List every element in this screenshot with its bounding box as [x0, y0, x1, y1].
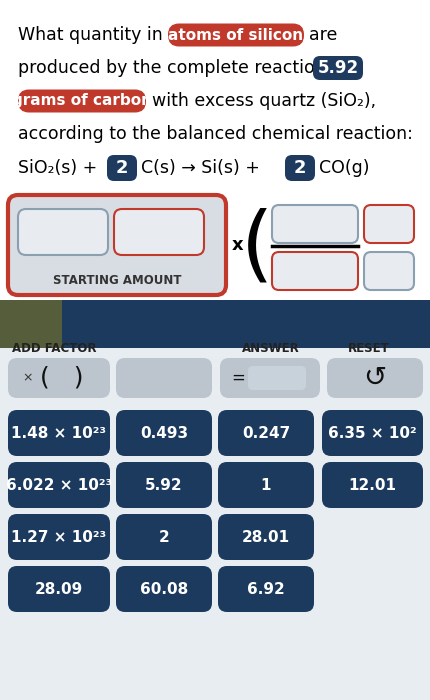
Text: 6.35 × 10²: 6.35 × 10² [327, 426, 416, 440]
FancyBboxPatch shape [321, 410, 422, 456]
Text: ↺: ↺ [362, 364, 386, 392]
FancyBboxPatch shape [284, 155, 314, 181]
Text: with excess quartz (SiO₂),: with excess quartz (SiO₂), [152, 92, 375, 110]
FancyBboxPatch shape [8, 195, 225, 295]
Text: 1.48 × 10²³: 1.48 × 10²³ [12, 426, 106, 440]
FancyBboxPatch shape [18, 209, 108, 255]
FancyBboxPatch shape [116, 358, 212, 398]
FancyBboxPatch shape [321, 462, 422, 508]
Text: produced by the complete reaction of: produced by the complete reaction of [18, 59, 347, 77]
FancyBboxPatch shape [271, 205, 357, 243]
FancyBboxPatch shape [218, 514, 313, 560]
Text: grams of carbon: grams of carbon [12, 94, 152, 108]
FancyBboxPatch shape [116, 410, 212, 456]
FancyBboxPatch shape [363, 252, 413, 290]
Text: 1: 1 [260, 477, 270, 493]
Text: ANSWER: ANSWER [241, 342, 299, 354]
FancyBboxPatch shape [116, 462, 212, 508]
Text: 2: 2 [293, 159, 306, 177]
FancyBboxPatch shape [326, 358, 422, 398]
Text: atoms of silicon: atoms of silicon [168, 27, 303, 43]
FancyBboxPatch shape [218, 410, 313, 456]
Text: 2: 2 [116, 159, 128, 177]
FancyBboxPatch shape [116, 566, 212, 612]
Text: CO(g): CO(g) [318, 159, 369, 177]
Text: (   ): ( ) [40, 366, 83, 390]
Text: STARTING AMOUNT: STARTING AMOUNT [52, 274, 181, 288]
Text: 2: 2 [158, 529, 169, 545]
Text: =: = [230, 369, 244, 387]
Text: 28.01: 28.01 [241, 529, 289, 545]
FancyBboxPatch shape [8, 566, 110, 612]
FancyBboxPatch shape [363, 205, 413, 243]
Text: x: x [232, 236, 243, 254]
FancyBboxPatch shape [219, 358, 319, 398]
Text: according to the balanced chemical reaction:: according to the balanced chemical react… [18, 125, 412, 143]
FancyBboxPatch shape [114, 209, 203, 255]
FancyBboxPatch shape [107, 155, 137, 181]
FancyBboxPatch shape [8, 358, 110, 398]
FancyBboxPatch shape [247, 366, 305, 390]
Text: RESET: RESET [347, 342, 389, 354]
Text: 6.022 × 10²³: 6.022 × 10²³ [6, 477, 112, 493]
Text: 12.01: 12.01 [348, 477, 396, 493]
Text: SiO₂(s) +: SiO₂(s) + [18, 159, 97, 177]
Text: (: ( [240, 207, 273, 288]
Text: 60.08: 60.08 [140, 582, 187, 596]
FancyBboxPatch shape [116, 514, 212, 560]
Text: 5.92: 5.92 [317, 59, 358, 77]
Bar [0, 300, 62, 348]
Text: C(s) → Si(s) +: C(s) → Si(s) + [141, 159, 259, 177]
Text: 0.247: 0.247 [241, 426, 289, 440]
FancyBboxPatch shape [312, 56, 362, 80]
Text: 5.92: 5.92 [145, 477, 182, 493]
FancyBboxPatch shape [271, 252, 357, 290]
Bar [0, 348, 430, 700]
FancyBboxPatch shape [8, 514, 110, 560]
FancyBboxPatch shape [218, 462, 313, 508]
Bar [0, 0, 430, 310]
FancyBboxPatch shape [8, 410, 110, 456]
Text: 6.92: 6.92 [246, 582, 284, 596]
Text: 1.27 × 10²³: 1.27 × 10²³ [11, 529, 106, 545]
Text: What quantity in: What quantity in [18, 26, 163, 44]
Bar [0, 300, 430, 348]
FancyBboxPatch shape [168, 24, 303, 46]
Text: 0.493: 0.493 [140, 426, 187, 440]
FancyBboxPatch shape [218, 566, 313, 612]
FancyBboxPatch shape [8, 462, 110, 508]
Text: are: are [308, 26, 337, 44]
FancyBboxPatch shape [18, 90, 146, 113]
Text: ADD FACTOR: ADD FACTOR [12, 342, 96, 354]
Text: 28.09: 28.09 [35, 582, 83, 596]
Text: ×: × [22, 372, 32, 384]
